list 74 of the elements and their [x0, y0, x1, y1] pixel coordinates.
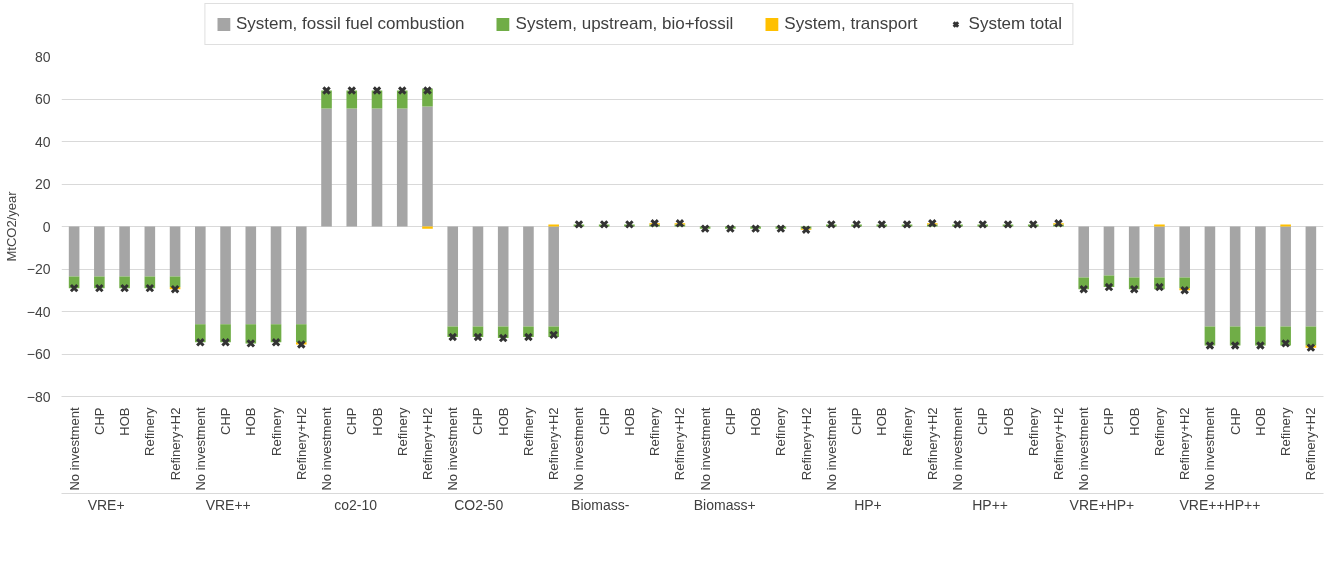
legend-label: System, fossil fuel combustion	[235, 14, 465, 34]
x-tick-label: Refinery	[1151, 407, 1167, 456]
text: CO2-50	[454, 496, 504, 513]
x-tick-label: HOB	[874, 407, 890, 436]
x-tick-label: No investment	[192, 407, 208, 491]
x-tick-label: HOB	[1252, 407, 1268, 436]
x-tick-label: Refinery	[520, 407, 536, 456]
x-tick-label: No investment	[1076, 407, 1092, 491]
text: co2-10	[334, 496, 378, 513]
y-tick-label: 60	[34, 91, 51, 107]
x-tick-label: No investment	[823, 407, 839, 491]
y-tick-label: −80	[26, 388, 51, 405]
y-tick-label: −60	[26, 346, 51, 362]
text: HP+	[854, 496, 882, 513]
x-tick-label: No investment	[950, 407, 966, 491]
y-axis-title: MtCO2/year	[3, 190, 19, 262]
x-tick-label: CHP	[1227, 407, 1243, 435]
x-tick-label: No investment	[1202, 407, 1218, 491]
legend-label: System total	[968, 14, 1063, 34]
x-tick-label: Refinery+H2	[1177, 407, 1193, 481]
y-tick-label: 40	[34, 133, 51, 150]
x-tick-label: CHP	[218, 407, 234, 435]
x-tick-label: No investment	[66, 407, 82, 491]
x-tick-label: HOB	[117, 407, 133, 436]
x-tick-label: CHP	[596, 407, 612, 435]
x-tick-label: No investment	[445, 407, 461, 491]
text: VRE+HP+	[1069, 496, 1135, 513]
y-tick-label: 20	[34, 176, 51, 192]
y-tick-label: −40	[26, 303, 51, 320]
x-tick-label: Refinery+H2	[672, 407, 688, 481]
text: VRE++	[205, 496, 251, 513]
text: VRE+	[87, 496, 125, 513]
x-tick-label: HOB	[369, 407, 385, 436]
x-tick-label: HOB	[621, 407, 637, 436]
x-tick-label: No investment	[697, 407, 713, 491]
x-tick-label: Refinery	[773, 407, 789, 456]
x-tick-label: Refinery	[142, 407, 158, 456]
x-tick-label: CHP	[91, 407, 107, 435]
x-tick-label: HOB	[495, 407, 511, 436]
x-tick-label: HOB	[748, 407, 764, 436]
x-tick-label: Refinery	[899, 407, 915, 456]
x-tick-label: Refinery	[647, 407, 663, 456]
y-tick-label: 80	[34, 48, 51, 65]
text: HP++	[972, 496, 1009, 513]
x-tick-label: CHP	[1101, 407, 1117, 435]
x-tick-label: CHP	[975, 407, 991, 435]
x-tick-label: CHP	[470, 407, 486, 435]
x-tick-label: Refinery+H2	[798, 407, 814, 481]
x-tick-label: Refinery	[1278, 407, 1294, 456]
x-tick-label: CHP	[849, 407, 865, 435]
x-tick-label: Refinery	[268, 407, 284, 456]
text: VRE++HP++	[1179, 496, 1261, 513]
x-tick-label: HOB	[1126, 407, 1142, 436]
legend-label: System, upstream, bio+fossil	[515, 14, 734, 34]
x-tick-label: CHP	[344, 407, 360, 435]
x-tick-label: Refinery+H2	[419, 407, 435, 481]
x-tick-label: Refinery	[394, 407, 410, 456]
text: Biomass-	[571, 496, 630, 513]
x-tick-label: Refinery+H2	[1050, 407, 1066, 481]
x-tick-label: HOB	[1000, 407, 1016, 436]
y-tick-label: 0	[42, 218, 51, 235]
x-tick-label: Refinery+H2	[167, 407, 183, 481]
x-tick-label: Refinery+H2	[924, 407, 940, 481]
y-tick-label: −20	[26, 261, 51, 277]
x-tick-label: No investment	[319, 407, 335, 491]
legend-label: System, transport	[784, 14, 918, 34]
text: Biomass+	[693, 496, 756, 513]
x-tick-label: Refinery+H2	[293, 407, 309, 481]
x-tick-label: HOB	[243, 407, 259, 436]
x-tick-label: Refinery	[1025, 407, 1041, 456]
x-tick-label: No investment	[571, 407, 587, 491]
x-tick-label: CHP	[722, 407, 738, 435]
x-tick-label: Refinery+H2	[1303, 407, 1319, 481]
x-tick-label: Refinery+H2	[546, 407, 562, 481]
